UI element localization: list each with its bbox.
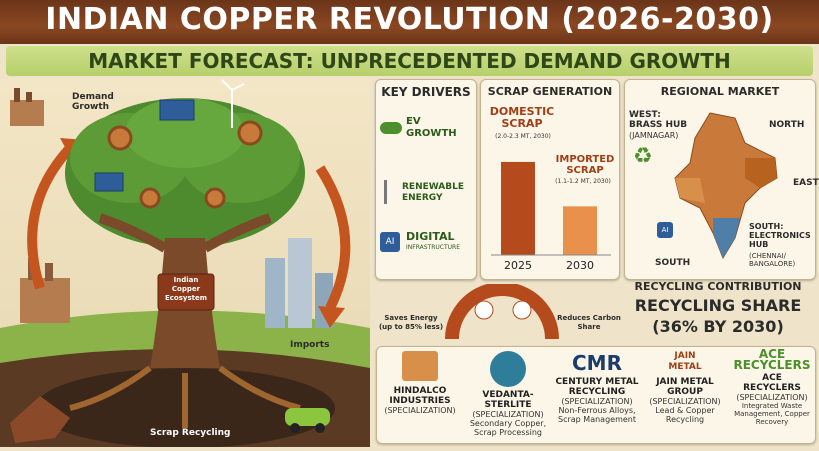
south-hub-label: SOUTH: ELECTRONICS HUB — [749, 222, 811, 249]
scrap-recycling-label: Scrap Recycling — [150, 428, 231, 438]
recycling-share-line1: RECYCLING SHARE — [634, 296, 802, 315]
solar-panel-icon — [94, 172, 124, 192]
company-name: HINDALCO INDUSTRIES — [389, 386, 451, 406]
west-region — [675, 178, 705, 203]
company-spec: (SPECIALIZATION) — [472, 410, 544, 419]
south-sub: (CHENNAI/ BANGALORE) — [749, 252, 796, 268]
building — [288, 238, 312, 328]
south-label: SOUTH — [655, 258, 691, 268]
company-detail: Lead & Copper Recycling — [655, 406, 715, 424]
east-region — [745, 158, 777, 188]
ai-chip-icon: AI — [380, 232, 400, 252]
gear-icon — [139, 187, 161, 209]
driver-digital-sub: INFRASTRUCTURE — [406, 244, 460, 251]
carbon-icon — [512, 300, 532, 320]
scrap-panel: SCRAP GENERATION DOMESTIC SCRAP (2.0-2.3… — [480, 79, 620, 280]
recycle-icon: ♻ — [633, 144, 653, 169]
company-hindalco: HINDALCO INDUSTRIES (SPECIALIZATION) — [379, 351, 461, 415]
imports-label: Imports — [290, 340, 330, 350]
title-bar — [0, 0, 819, 44]
company-detail: Non-Ferrous Alloys, Scrap Management — [558, 406, 636, 424]
wind-turbine-icon — [384, 180, 387, 204]
key-drivers-title: KEY DRIVERS — [381, 85, 471, 99]
ev-car-icon — [380, 122, 402, 134]
company-name: CENTURY METAL RECYCLING — [555, 377, 639, 397]
recycling-share-line2: (36% BY 2030) — [652, 317, 784, 336]
company-name: JAIN METAL GROUP — [656, 377, 714, 397]
cmr-logo: CMR — [572, 351, 622, 375]
tree-graphic — [0, 78, 370, 448]
scrap-title: SCRAP GENERATION — [487, 85, 613, 98]
scrap-pile — [10, 396, 70, 443]
company-spec: (SPECIALIZATION) — [736, 393, 808, 402]
domestic-scrap-range: (2.0-2.3 MT, 2030) — [495, 133, 551, 140]
companies-panel: HINDALCO INDUSTRIES (SPECIALIZATION) VED… — [376, 346, 816, 444]
company-spec: (SPECIALIZATION) — [384, 406, 456, 415]
factory — [20, 278, 70, 323]
south-region — [713, 218, 740, 258]
company-detail: Integrated Waste Management, Copper Reco… — [734, 402, 810, 426]
ai-chip-icon: AI — [657, 222, 673, 238]
company-spec: (SPECIALIZATION) — [649, 397, 721, 406]
driver-digital-label: DIGITAL — [406, 230, 455, 243]
building — [265, 258, 285, 328]
company-jain: JAIN METAL JAIN METAL GROUP (SPECIALIZAT… — [643, 351, 727, 424]
page-subtitle: MARKET FORECAST: UNPRECEDENTED DEMAND GR… — [88, 49, 731, 73]
driver-renewable-label: RENEWABLE ENERGY — [402, 182, 464, 203]
recycling-gauge — [445, 284, 559, 340]
solar-panel-icon — [159, 99, 195, 121]
company-vedanta: VEDANTA-STERLITE (SPECIALIZATION) Second… — [465, 351, 551, 437]
tree-roots — [69, 365, 301, 428]
gear-icon — [107, 125, 133, 151]
driver-ev-label: EV GROWTH — [406, 116, 457, 139]
jain-logo: JAIN METAL — [668, 351, 702, 372]
tick-label-2025: 2025 — [504, 259, 532, 272]
hindalco-logo — [402, 351, 438, 381]
tree-illustration: Demand Growth Indian Copper Ecosystem Im… — [0, 78, 370, 448]
factory-icon — [10, 100, 44, 126]
page-title: INDIAN COPPER REVOLUTION (2026-2030) — [45, 2, 774, 37]
imported-scrap-label: IMPORTED SCRAP — [555, 154, 615, 176]
company-name: ACE RECYCLERS — [743, 373, 801, 393]
vedanta-logo — [490, 351, 526, 387]
saves-energy-label: Saves Energy (up to 85% less) — [378, 314, 444, 331]
ev-car-icon — [285, 408, 330, 426]
gear-icon — [237, 120, 263, 146]
north-label: NORTH — [769, 120, 805, 130]
company-ace: ACE RECYCLERS ACE RECYCLERS (SPECIALIZAT… — [729, 347, 815, 426]
recycling-title: RECYCLING CONTRIBUTION — [634, 280, 802, 293]
bar-2030 — [563, 206, 597, 255]
regional-title: REGIONAL MARKET — [660, 85, 780, 98]
imported-scrap-range: (1.1-1.2 MT, 2030) — [555, 178, 611, 185]
ecosystem-sign — [157, 273, 215, 311]
regional-panel: REGIONAL MARKET WEST: BRASS HUB (JAMNAGA… — [624, 79, 819, 280]
bar-2025 — [501, 161, 535, 255]
west-sub: (JAMNAGAR) — [629, 131, 679, 140]
east-label: EAST — [793, 178, 819, 188]
company-name: VEDANTA-STERLITE — [482, 390, 534, 410]
company-cmr: CMR CENTURY METAL RECYCLING (SPECIALIZAT… — [553, 351, 641, 424]
recycling-section: RECYCLING CONTRIBUTION RECYCLING SHARE (… — [374, 280, 814, 348]
energy-icon — [474, 300, 494, 320]
demand-growth-label: Demand Growth — [72, 92, 114, 112]
domestic-scrap-label: DOMESTIC SCRAP — [489, 105, 555, 130]
imports-arrow — [315, 165, 351, 311]
tick-label-2030: 2030 — [566, 259, 594, 272]
gear-icon — [204, 187, 226, 209]
ace-logo: ACE RECYCLERS — [733, 347, 811, 372]
growth-arrow — [27, 144, 74, 290]
key-drivers-panel: KEY DRIVERS EV GROWTH RENEWABLE ENERGY A… — [375, 79, 477, 280]
subtitle-bar — [6, 46, 813, 76]
west-label: WEST: BRASS HUB — [629, 110, 688, 130]
scrap-bar-chart: 2025 2030 — [491, 161, 611, 272]
ecosystem-label: Indian Copper Ecosystem — [164, 276, 208, 302]
company-detail: Secondary Copper, Scrap Processing — [469, 419, 547, 437]
reduces-carbon-label: Reduces Carbon Share — [557, 314, 621, 331]
company-spec: (SPECIALIZATION) — [561, 397, 633, 406]
india-map — [674, 112, 778, 260]
